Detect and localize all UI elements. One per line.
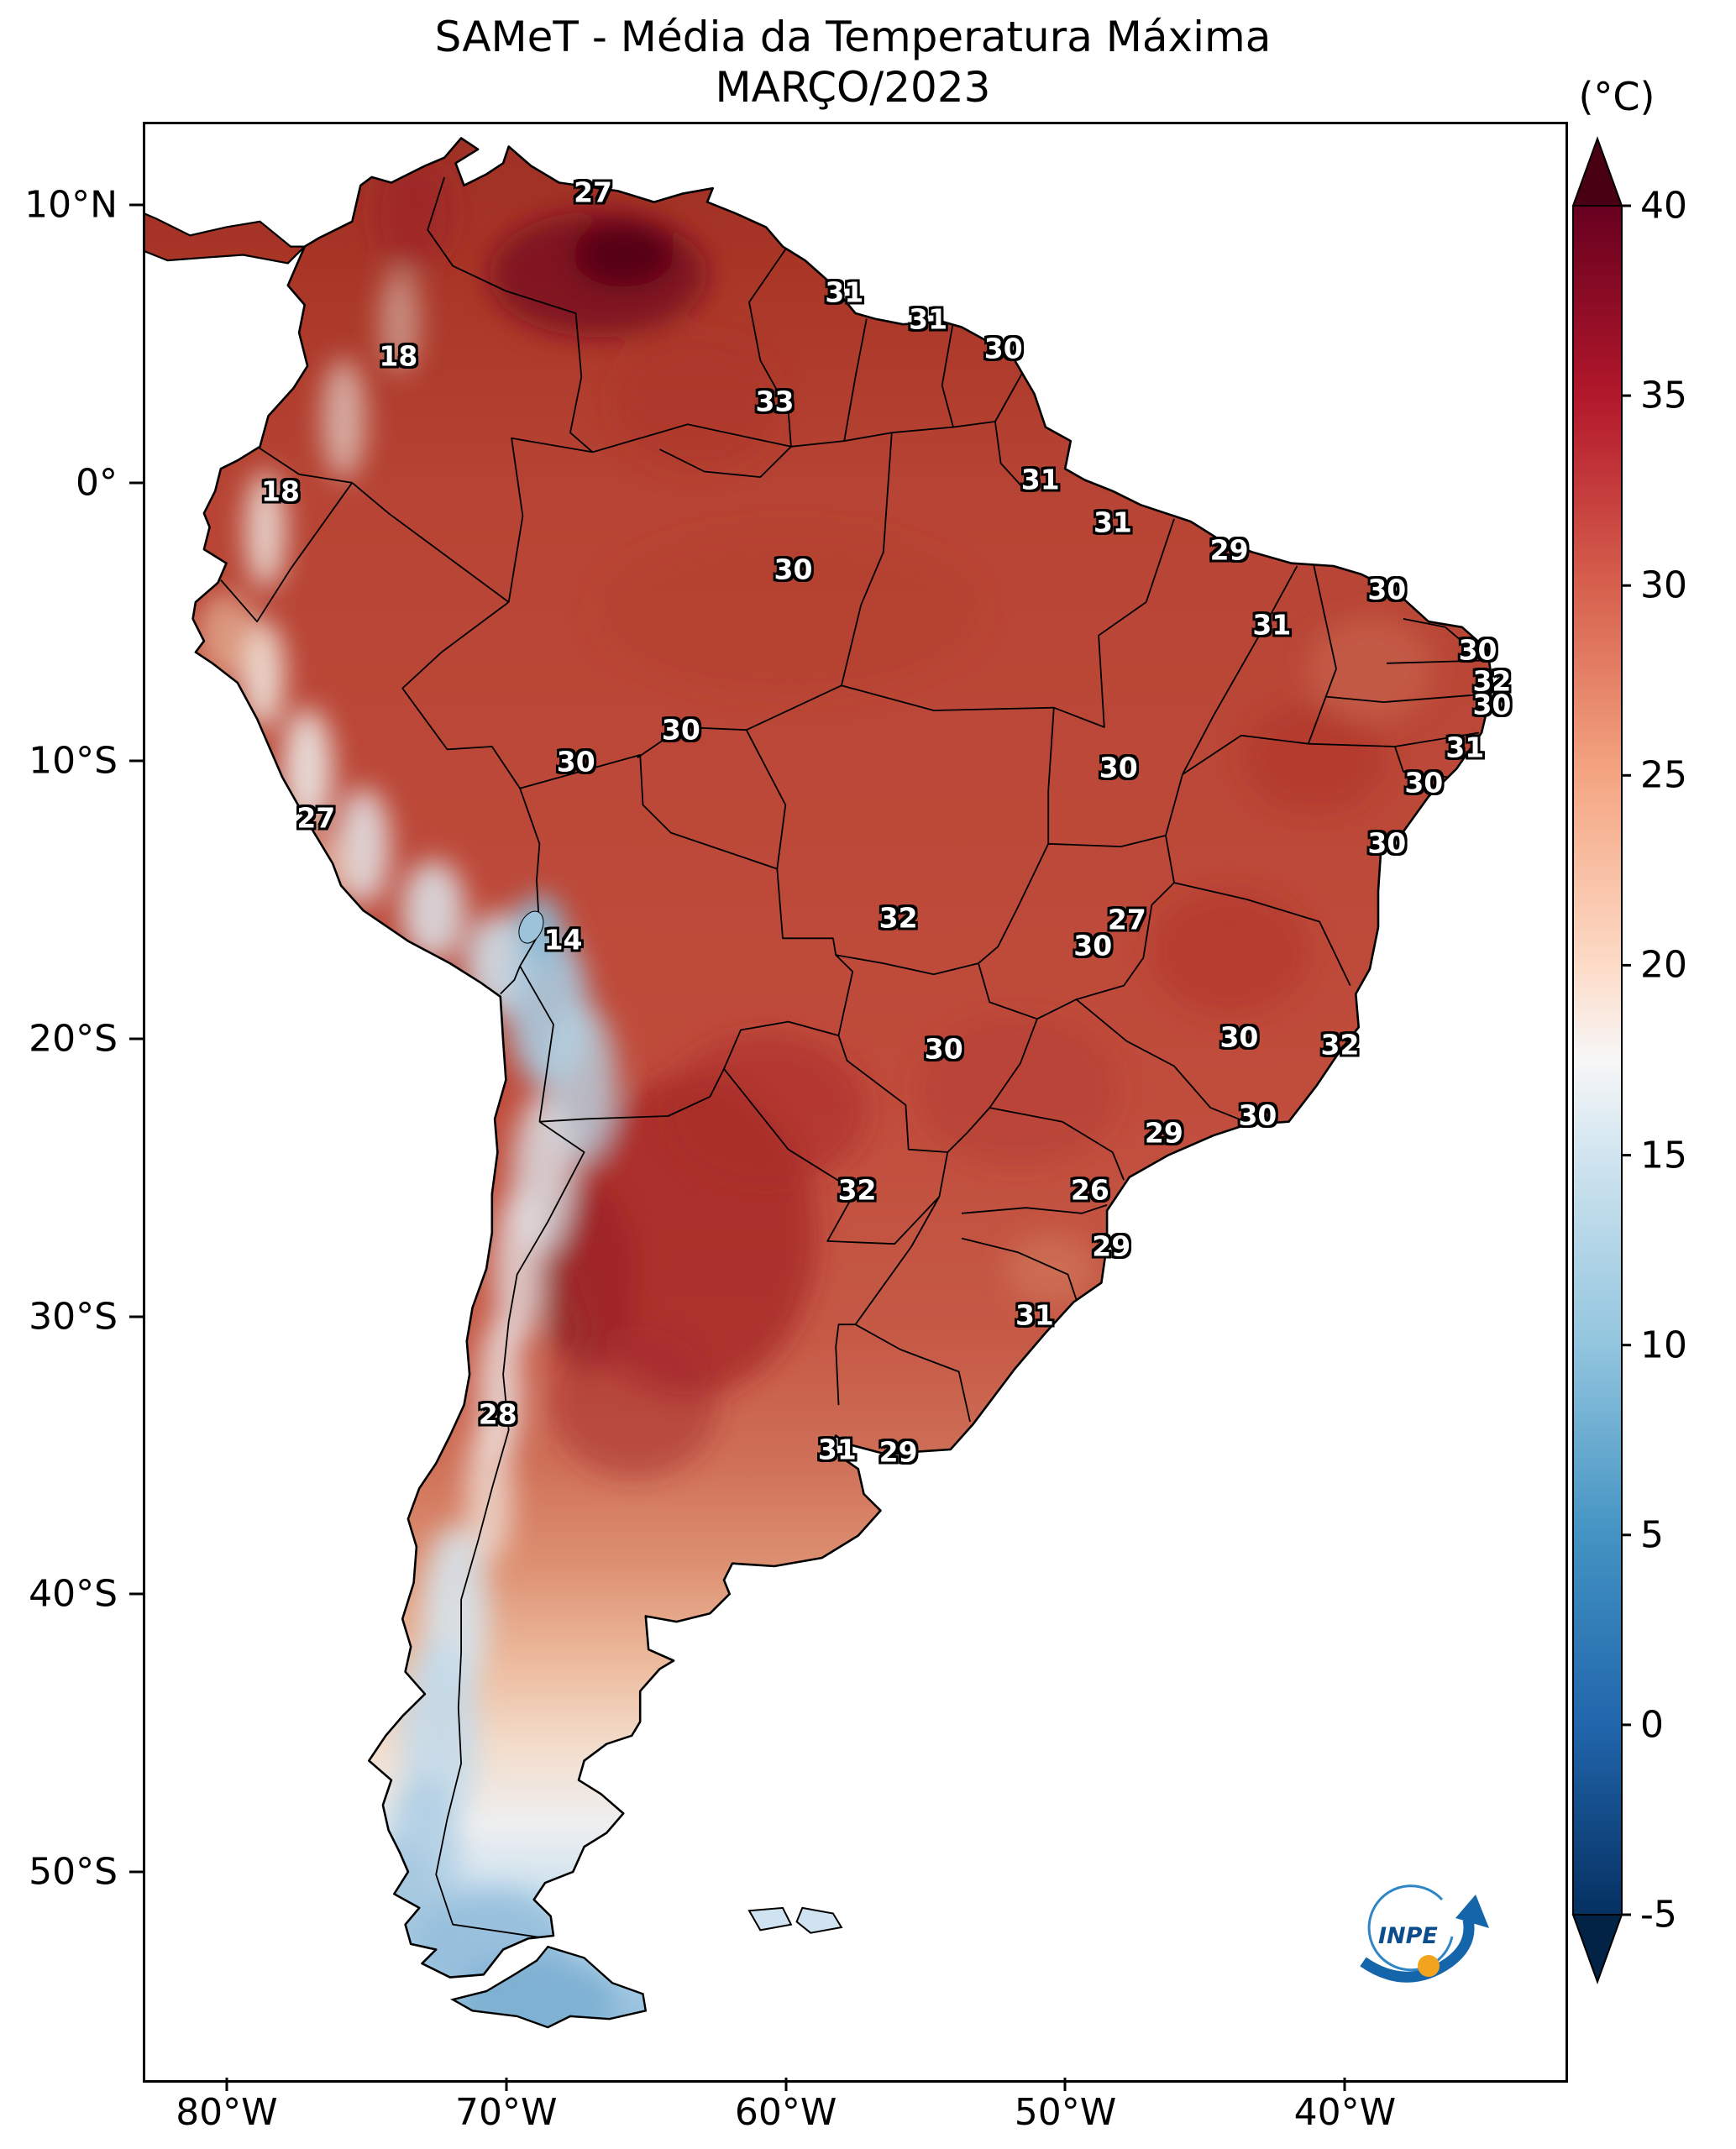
colorbar-tick-label: 10	[1640, 1323, 1687, 1367]
colorbar-tick-label: -5	[1640, 1893, 1677, 1937]
colorbar-unit-label: (°C)	[1578, 74, 1655, 119]
inpe-logo-swoosh	[1360, 1918, 1475, 1983]
lat-tick-label: 0°	[76, 461, 118, 505]
map-plot-area	[143, 122, 1568, 2083]
inpe-logo: INPE	[1360, 1884, 1489, 1983]
colorbar-tick-label: 20	[1640, 943, 1687, 987]
lat-tick-label: 30°S	[29, 1295, 118, 1339]
lat-tick-label: 50°S	[29, 1850, 118, 1894]
inpe-logo-arrowhead	[1455, 1895, 1489, 1928]
colorbar-tick-label: 0	[1640, 1703, 1664, 1747]
lat-tick-mark	[129, 1870, 143, 1874]
inpe-logo-sun	[1418, 1955, 1440, 1977]
colorbar-tick-label: 30	[1640, 563, 1687, 607]
colorbar-tick-label: 15	[1640, 1134, 1687, 1177]
lon-tick-label: 70°W	[454, 2091, 558, 2134]
lat-tick-mark	[129, 1315, 143, 1318]
colorbar-tick-label: 5	[1640, 1513, 1664, 1557]
lat-tick-mark	[129, 1592, 143, 1596]
title-line-1: SAMeT - Média da Temperatura Máxima	[434, 13, 1272, 61]
inpe-logo-text: INPE	[1378, 1923, 1438, 1949]
lat-tick-mark	[129, 1037, 143, 1040]
lat-tick-mark	[129, 203, 143, 207]
colorbar-tick-label: 35	[1640, 374, 1687, 417]
lon-tick-label: 50°W	[1014, 2091, 1117, 2134]
lat-tick-label: 40°S	[29, 1572, 118, 1616]
lat-tick-mark	[129, 759, 143, 763]
lon-tick-label: 60°W	[734, 2091, 837, 2134]
lat-tick-label: 10°N	[24, 183, 118, 227]
title-line-2: MARÇO/2023	[715, 63, 991, 112]
lon-tick-label: 40°W	[1293, 2091, 1397, 2134]
lon-tick-label: 80°W	[176, 2091, 278, 2134]
page-title: SAMeT - Média da Temperatura Máxima MARÇ…	[143, 12, 1563, 113]
lat-tick-label: 20°S	[29, 1017, 118, 1061]
colorbar-tick-label: 25	[1640, 753, 1687, 797]
colorbar	[1571, 136, 1631, 1984]
lat-tick-mark	[129, 481, 143, 485]
colorbar-tick-label: 40	[1640, 184, 1687, 228]
south-america-temperature-map	[145, 137, 1494, 2029]
lat-tick-label: 10°S	[29, 739, 118, 783]
